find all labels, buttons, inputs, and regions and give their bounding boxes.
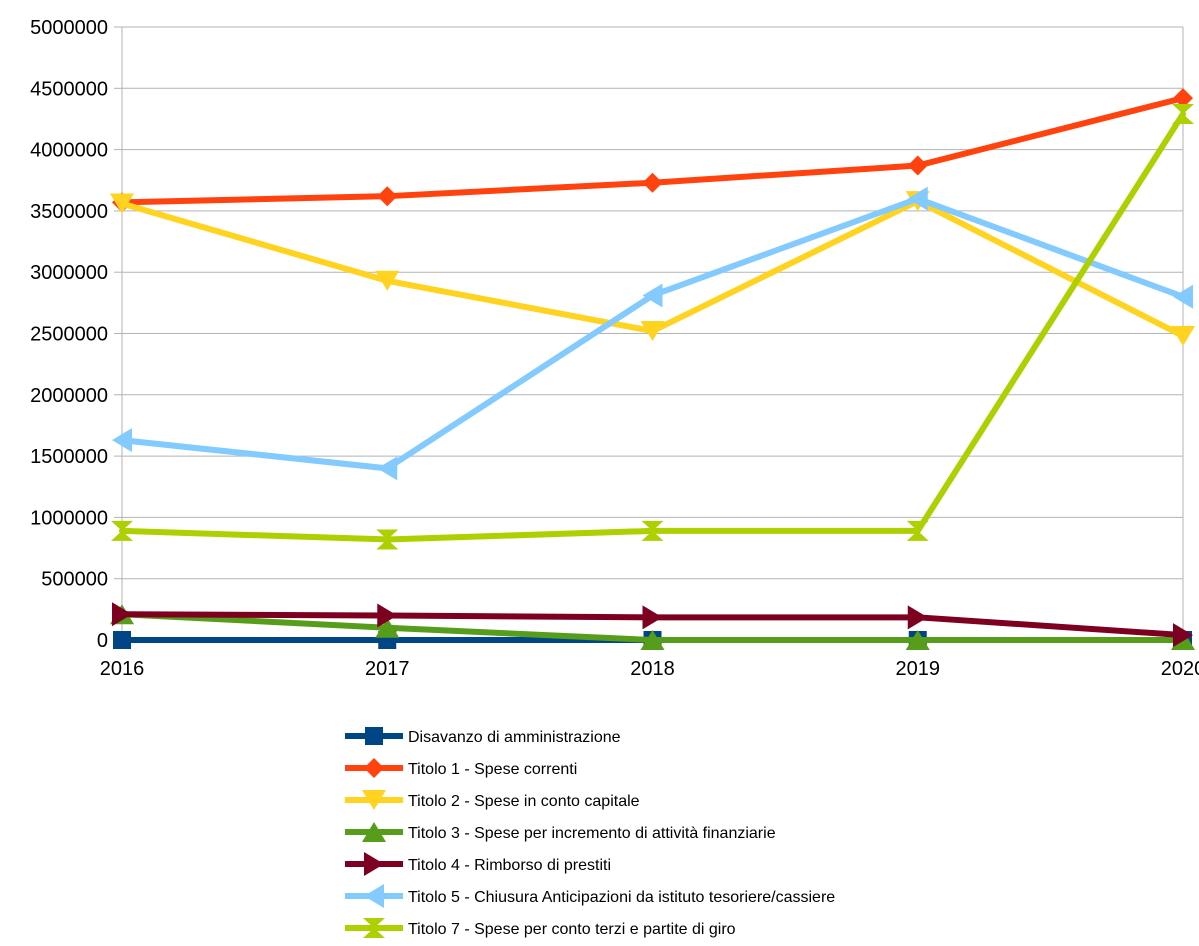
legend-item: Titolo 2 - Spese in conto capitale <box>345 790 640 810</box>
legend-label: Titolo 2 - Spese in conto capitale <box>408 793 640 810</box>
data-point <box>1171 325 1195 346</box>
legend-swatch-marker <box>364 758 384 778</box>
data-point <box>642 605 663 630</box>
data-point <box>113 631 131 649</box>
data-point <box>907 186 928 211</box>
data-point <box>377 603 398 628</box>
data-point <box>1173 284 1193 309</box>
legend-swatch-marker <box>365 727 383 745</box>
data-point <box>377 456 398 481</box>
data-point <box>110 193 134 214</box>
x-tick-label: 2019 <box>896 658 941 680</box>
data-point <box>641 520 664 541</box>
data-point <box>1172 104 1194 125</box>
y-tick-label: 2500000 <box>30 324 108 346</box>
y-tick-label: 1500000 <box>30 446 108 468</box>
x-tick-label: 2020 <box>1161 658 1199 680</box>
data-point <box>642 172 663 193</box>
legend-label: Titolo 1 - Spese correnti <box>408 761 577 778</box>
legend-label: Titolo 7 - Spese per conto terzi e parti… <box>408 921 736 938</box>
data-point <box>375 270 400 291</box>
x-tick-label: 2018 <box>630 658 675 680</box>
y-tick-label: 500000 <box>41 569 108 591</box>
legend-item: Titolo 3 - Spese per incremento di attiv… <box>345 822 776 842</box>
series-7 <box>111 104 1194 550</box>
legend-label: Titolo 5 - Chiusura Anticipazioni da ist… <box>408 889 835 906</box>
legend-item: Titolo 4 - Rimborso di prestiti <box>345 852 611 876</box>
x-tick-label: 2016 <box>100 658 145 680</box>
legend: Disavanzo di amministrazione Titolo 1 - S… <box>345 727 835 938</box>
legend-swatch-marker <box>364 852 384 876</box>
data-point <box>111 520 133 541</box>
data-point <box>907 155 928 176</box>
y-tick-label: 5000000 <box>30 17 108 39</box>
legend-label: Disavanzo di amministrazione <box>408 729 621 746</box>
data-point <box>376 529 399 550</box>
data-point <box>640 630 665 650</box>
data-point <box>907 605 928 630</box>
plot-area <box>110 88 1195 650</box>
series-2 <box>112 88 1193 213</box>
series-line <box>119 198 1186 339</box>
legend-item: Titolo 1 - Spese correnti <box>345 758 577 778</box>
legend-item: Titolo 5 - Chiusura Anticipazioni da ist… <box>345 884 835 908</box>
data-point <box>377 186 398 207</box>
y-tick-label: 4500000 <box>30 78 108 100</box>
data-point <box>1173 623 1193 648</box>
data-point <box>905 630 930 650</box>
y-tick-label: 3000000 <box>30 262 108 284</box>
legend-swatch-marker <box>362 822 386 842</box>
series-6 <box>112 186 1193 481</box>
y-tick-label: 3500000 <box>30 201 108 223</box>
legend-item: Disavanzo di amministrazione <box>345 727 621 746</box>
data-point <box>642 283 663 308</box>
series-5 <box>112 602 1193 648</box>
x-tick-label: 2017 <box>365 658 410 680</box>
axes: 0 500000 1000000 1500000 2000000 2500000 30000… <box>30 17 1199 680</box>
y-tick-label: 0 <box>97 630 108 652</box>
series-3 <box>110 191 1195 346</box>
legend-swatch-marker <box>363 918 385 938</box>
legend-label: Titolo 3 - Spese per incremento di attiv… <box>408 825 776 842</box>
y-tick-label: 2000000 <box>30 385 108 407</box>
legend-item: Titolo 7 - Spese per conto terzi e parti… <box>345 918 736 938</box>
data-point <box>112 428 132 453</box>
data-point <box>112 602 132 627</box>
data-point <box>640 321 665 342</box>
y-tick-label: 1000000 <box>30 507 108 529</box>
data-point <box>375 617 400 638</box>
legend-label: Titolo 4 - Rimborso di prestiti <box>408 857 611 874</box>
y-tick-label: 4000000 <box>30 140 108 162</box>
legend-swatch-marker <box>364 884 384 908</box>
data-point <box>906 520 929 541</box>
legend-swatch-marker <box>362 790 386 810</box>
data-point <box>1173 88 1193 109</box>
